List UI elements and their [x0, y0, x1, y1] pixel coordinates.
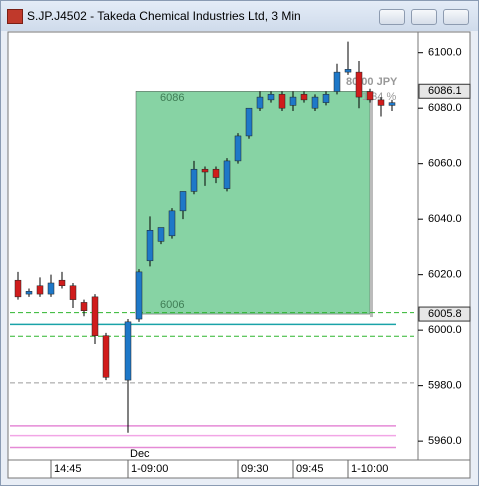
x-tick-label: 1-09:00 — [131, 463, 168, 475]
candle-body — [201, 168, 209, 173]
candle-body — [36, 285, 44, 295]
x-tick-label: 09:30 — [241, 463, 269, 475]
price-axis — [417, 31, 471, 461]
title-bar: S.JP.J4502 - Takeda Chemical Industries … — [1, 1, 478, 31]
candle-body — [69, 285, 77, 300]
candle-body — [355, 71, 363, 98]
x-tick-label: 1-10:00 — [351, 463, 388, 475]
candle-body — [14, 279, 22, 298]
maximize-button[interactable] — [411, 9, 437, 25]
candle-body — [377, 99, 385, 106]
y-tick-label: 6020.0 — [428, 269, 462, 281]
candle-body — [179, 191, 187, 212]
candle-body — [333, 71, 341, 92]
box-bottom-label: 6006 — [160, 299, 184, 311]
candle-body — [223, 160, 231, 189]
candle-body — [47, 282, 55, 295]
time-axis — [7, 459, 471, 479]
candle-body — [267, 94, 275, 101]
candle-body — [322, 94, 330, 103]
candle-body — [311, 96, 319, 109]
candle-body — [157, 227, 165, 242]
candle-body — [212, 168, 220, 178]
candle-body — [234, 135, 242, 162]
candle-body — [25, 291, 33, 295]
y-tick-label: 6000.0 — [428, 324, 462, 336]
minimize-button[interactable] — [379, 9, 405, 25]
candle-body — [91, 296, 99, 336]
range-box — [135, 91, 371, 315]
y-tick-label: 5960.0 — [428, 435, 462, 447]
candle-body — [190, 168, 198, 192]
box-top-label: 6086 — [160, 92, 184, 104]
price-badge — [418, 83, 471, 99]
candle-body — [135, 271, 143, 320]
candle-body — [278, 94, 286, 109]
y-tick-label: 6100.0 — [428, 47, 462, 59]
candle-body — [58, 279, 66, 287]
candle-body — [300, 94, 308, 101]
window-title: S.JP.J4502 - Takeda Chemical Industries … — [27, 9, 301, 23]
price-badge-label: 6086.1 — [428, 85, 462, 97]
x-tick-label: 14:45 — [54, 463, 82, 475]
y-tick-label: 6040.0 — [428, 213, 462, 225]
candle-body — [388, 102, 396, 106]
candle-body — [168, 210, 176, 237]
y-tick-label: 5980.0 — [428, 380, 462, 392]
y-tick-label: 6080.0 — [428, 102, 462, 114]
x-tick-label: 09:45 — [296, 463, 324, 475]
day-label: Dec — [130, 448, 150, 460]
candle-body — [366, 91, 374, 101]
candle-body — [80, 302, 88, 311]
candle-body — [245, 107, 253, 137]
close-button[interactable] — [443, 9, 469, 25]
y-tick-label: 6060.0 — [428, 158, 462, 170]
candle-body — [256, 96, 264, 109]
price-badge-label: 6005.8 — [428, 308, 462, 320]
price-badge — [418, 306, 471, 322]
candle-body — [289, 96, 297, 106]
range-box-shadow — [370, 94, 373, 318]
candle-body — [124, 321, 132, 381]
candle-body — [102, 335, 110, 378]
candle-body — [146, 230, 154, 262]
box-change: 80.00 JPY — [346, 76, 398, 88]
candle-body — [344, 69, 352, 73]
app-icon — [7, 9, 23, 24]
